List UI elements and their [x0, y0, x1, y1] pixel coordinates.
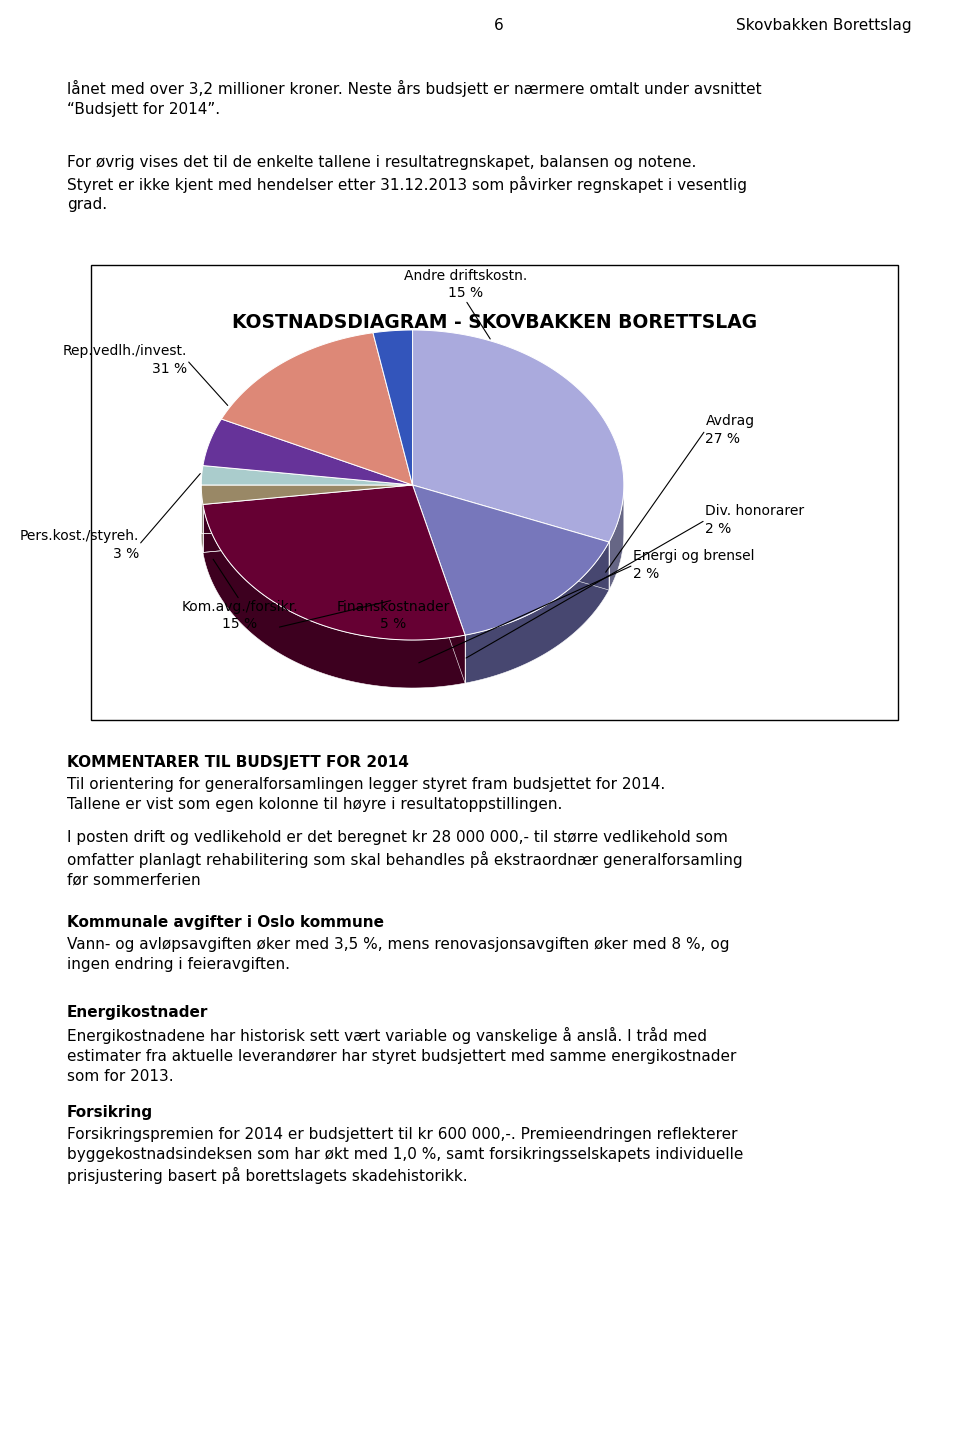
Text: KOSTNADSDIAGRAM - SKOVBAKKEN BORETTSLAG: KOSTNADSDIAGRAM - SKOVBAKKEN BORETTSLAG: [231, 312, 756, 333]
Polygon shape: [202, 465, 413, 485]
Polygon shape: [413, 330, 624, 541]
Text: 6: 6: [494, 19, 504, 33]
Text: Pers.kost./styreh.
3 %: Pers.kost./styreh. 3 %: [19, 530, 139, 560]
Polygon shape: [413, 485, 609, 635]
Text: Skovbakken Borettslag: Skovbakken Borettslag: [736, 19, 912, 33]
Text: Andre driftskostn.
15 %: Andre driftskostn. 15 %: [404, 269, 527, 300]
Text: Finanskostnader
5 %: Finanskostnader 5 %: [337, 600, 450, 631]
Text: For øvrig vises det til de enkelte tallene i resultatregnskapet, balansen og not: For øvrig vises det til de enkelte talle…: [67, 156, 747, 213]
Polygon shape: [373, 330, 413, 485]
Text: Energi og brensel
2 %: Energi og brensel 2 %: [634, 549, 755, 580]
Polygon shape: [222, 333, 413, 485]
Text: Div. honorarer
2 %: Div. honorarer 2 %: [706, 504, 804, 536]
Text: Energikostnadene har historisk sett vært variable og vanskelige å anslå. I tråd : Energikostnadene har historisk sett vært…: [67, 1027, 736, 1084]
Polygon shape: [203, 419, 413, 485]
Text: Til orientering for generalforsamlingen legger styret fram budsjettet for 2014.
: Til orientering for generalforsamlingen …: [67, 778, 665, 812]
Text: I posten drift og vedlikehold er det beregnet kr 28 000 000,- til større vedlike: I posten drift og vedlikehold er det ber…: [67, 829, 742, 887]
Text: Forsikringspremien for 2014 er budsjettert til kr 600 000,-. Premieendringen ref: Forsikringspremien for 2014 er budsjette…: [67, 1128, 743, 1185]
Polygon shape: [202, 485, 203, 553]
Text: Forsikring: Forsikring: [67, 1104, 153, 1120]
Text: Kommunale avgifter i Oslo kommune: Kommunale avgifter i Oslo kommune: [67, 914, 384, 930]
Text: Kom.avg./forsikr.
15 %: Kom.avg./forsikr. 15 %: [181, 600, 298, 631]
Text: Avdrag
27 %: Avdrag 27 %: [706, 415, 755, 445]
Polygon shape: [203, 504, 465, 688]
Polygon shape: [203, 485, 465, 639]
Polygon shape: [465, 541, 609, 683]
Text: KOMMENTARER TIL BUDSJETT FOR 2014: KOMMENTARER TIL BUDSJETT FOR 2014: [67, 755, 409, 770]
Text: lånet med over 3,2 millioner kroner. Neste års budsjett er nærmere omtalt under : lånet med over 3,2 millioner kroner. Nes…: [67, 81, 761, 117]
Text: Vann- og avløpsavgiften øker med 3,5 %, mens renovasjonsavgiften øker med 8 %, o: Vann- og avløpsavgiften øker med 3,5 %, …: [67, 937, 730, 972]
Text: Rep.vedlh./invest.
31 %: Rep.vedlh./invest. 31 %: [62, 344, 187, 376]
Polygon shape: [609, 487, 624, 590]
Text: Energikostnader: Energikostnader: [67, 1005, 208, 1020]
FancyBboxPatch shape: [91, 265, 898, 720]
Polygon shape: [202, 485, 413, 504]
